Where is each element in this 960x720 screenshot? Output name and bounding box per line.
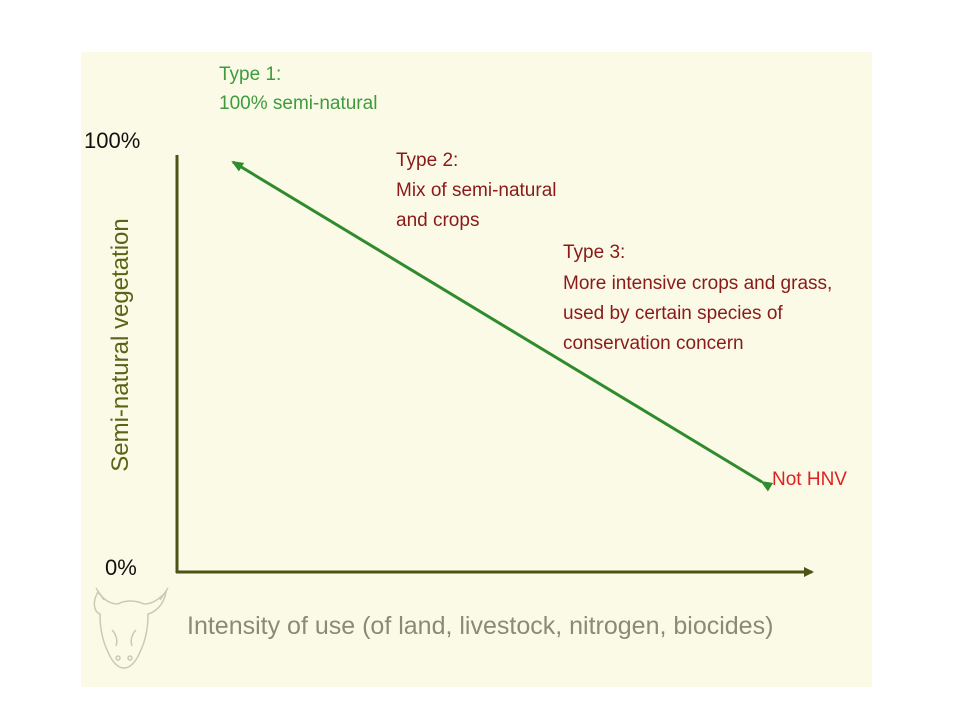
type2-line1: Mix of semi-natural <box>396 180 557 201</box>
y-axis-title: Semi-natural vegetation <box>107 218 134 472</box>
not-hnv-label: Not HNV <box>772 469 847 490</box>
type2-title: Type 2: <box>396 150 459 171</box>
x-axis-title: Intensity of use (of land, livestock, ni… <box>187 612 774 640</box>
type3-line1: More intensive crops and grass, <box>563 273 833 294</box>
y-min-label: 0% <box>105 555 137 580</box>
y-max-label: 100% <box>84 128 141 153</box>
type3-title: Type 3: <box>563 242 626 263</box>
type1-title: Type 1: <box>219 64 282 85</box>
type2-line2: and crops <box>396 210 480 231</box>
cow-head-logo <box>93 587 169 669</box>
type3-line2: used by certain species of <box>563 303 783 324</box>
type3-line3: conservation concern <box>563 333 744 354</box>
type1-description: 100% semi-natural <box>219 93 378 114</box>
trend-arrow <box>231 160 774 492</box>
